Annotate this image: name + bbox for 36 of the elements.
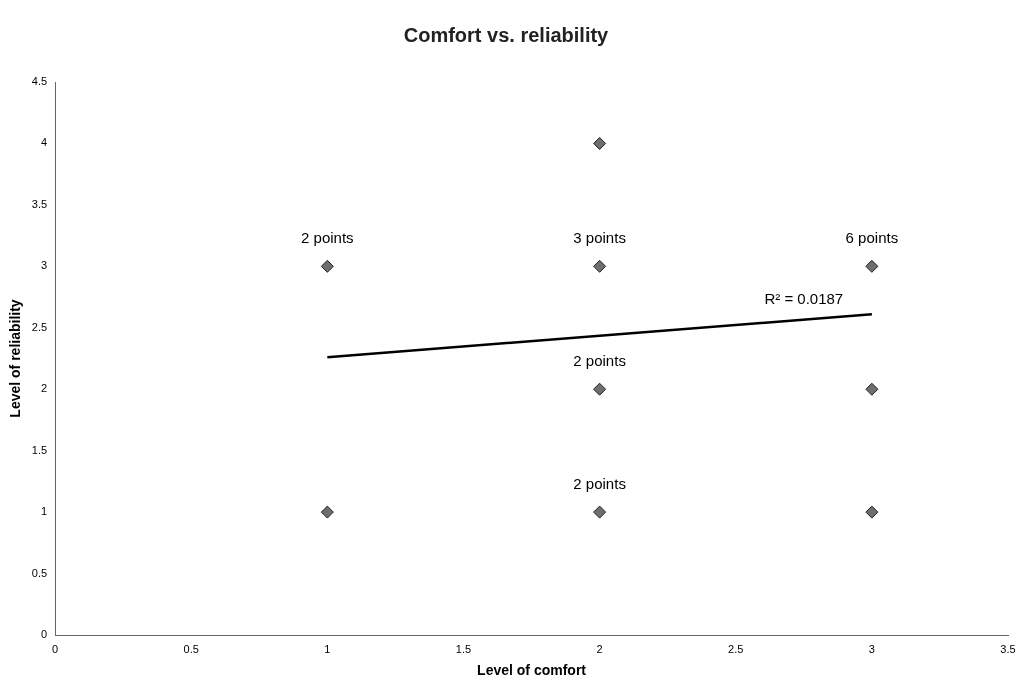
- point: [320, 505, 334, 519]
- y-tick-label: 4: [40, 136, 48, 149]
- y-tick-label: 0: [40, 628, 48, 641]
- annotation: 2 points: [301, 228, 354, 246]
- annotation: 2 points: [573, 474, 626, 492]
- point: [865, 505, 879, 519]
- x-tick-label: 3: [868, 642, 875, 655]
- y-tick-label: 2.5: [31, 320, 48, 333]
- x-axis-title: Level of comfort: [477, 662, 587, 679]
- y-tick-label: 1.5: [31, 443, 48, 456]
- y-tick-label: 4.5: [31, 75, 48, 88]
- x-tick-label: 3.5: [1000, 642, 1016, 655]
- y-tick-label: 2: [40, 382, 48, 395]
- annotation: 3 points: [573, 228, 626, 246]
- y-tick-label: 3: [40, 259, 48, 272]
- point: [593, 259, 607, 273]
- point: [593, 505, 607, 519]
- x-tick-label: 2.5: [728, 642, 744, 655]
- x-tick-label: 1: [324, 642, 331, 655]
- y-tick-label: 3.5: [31, 197, 48, 210]
- point: [865, 382, 879, 396]
- point: [593, 382, 607, 396]
- annotation: R² = 0.0187: [764, 289, 844, 307]
- point: [593, 136, 607, 150]
- y-axis-title: Level of reliability: [7, 299, 24, 418]
- x-tick-label: 2: [596, 642, 603, 655]
- x-tick-label: 0: [52, 642, 59, 655]
- point: [320, 259, 334, 273]
- y-tick-label: 0.5: [31, 566, 48, 579]
- annotation: 6 points: [845, 228, 899, 246]
- x-tick-label: 0.5: [183, 642, 199, 655]
- annotation: 2 points: [573, 351, 626, 369]
- chart-title: Comfort vs. reliability: [403, 23, 610, 46]
- y-tick-label: 1: [40, 505, 48, 518]
- x-tick-label: 1.5: [455, 642, 472, 655]
- point: [865, 259, 879, 273]
